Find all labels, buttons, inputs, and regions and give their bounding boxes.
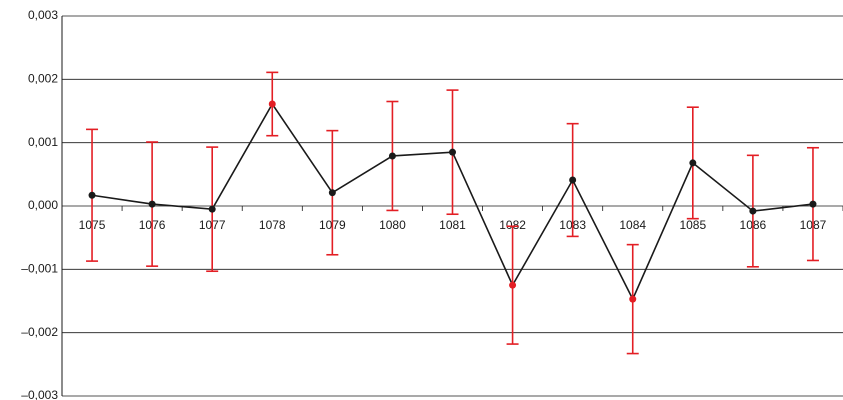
y-tick-label: 0,001	[28, 135, 58, 149]
x-tick-label: 1082	[499, 218, 526, 232]
x-tick-label: 1084	[619, 218, 646, 232]
y-tick-label: 0,003	[28, 8, 58, 22]
data-point	[509, 281, 517, 289]
data-point	[388, 152, 396, 160]
data-point	[809, 200, 817, 208]
data-point	[88, 191, 96, 199]
x-tick-label: 1078	[259, 218, 286, 232]
x-tick-label: 1080	[379, 218, 406, 232]
data-point	[268, 100, 276, 108]
y-tick-label: –0,003	[21, 388, 58, 400]
data-point	[449, 148, 456, 156]
data-point	[749, 207, 757, 215]
y-tick-label: 0,000	[28, 198, 58, 212]
x-tick-label: 1081	[439, 218, 466, 232]
y-tick-label: –0,002	[21, 325, 58, 339]
data-point	[569, 176, 577, 184]
y-tick-label: –0,001	[21, 262, 58, 276]
data-point	[629, 295, 637, 303]
data-point	[328, 189, 336, 197]
x-tick-label: 1085	[679, 218, 706, 232]
data-point	[208, 205, 216, 213]
data-point	[148, 200, 156, 208]
y-tick-label: 0,002	[28, 72, 58, 86]
data-point	[689, 159, 697, 167]
